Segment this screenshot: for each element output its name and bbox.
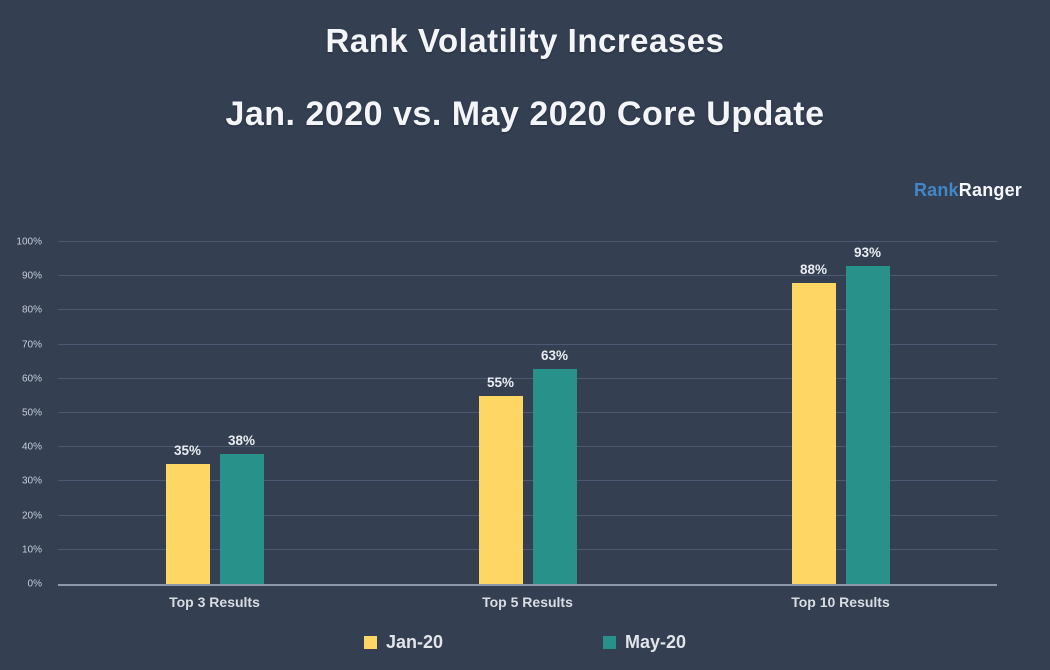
y-tick-label-10: 10% [21,544,42,556]
bar-jan-20-top-5-results: 55% [478,375,523,584]
y-axis: 0% 10% 20% 30% 40% 50% 60% 70% 80% 90% 100% [0,237,50,590]
rankranger-logo: RankRanger [914,180,1022,201]
bar-group-top-5-results: 55% 63% [371,242,684,584]
legend-label-may-20: May-20 [625,632,687,652]
gridline-80 [58,309,997,311]
y-tick-label-50: 50% [21,407,42,419]
data-label-jan-20-top-3-results: 35% [173,443,202,459]
data-label-may-20-top-10-results: 93% [853,244,882,260]
y-tick-label-20: 20% [21,510,42,522]
legend-swatch-may-20 [603,636,616,649]
data-label-jan-20-top-10-results: 88% [799,262,828,278]
y-tick-label-30: 30% [21,475,42,487]
x-axis-label-top-3-results: Top 3 Results [169,594,260,610]
y-tick-label-0: 0% [27,578,42,590]
bar-jan-20-top-10-results: 88% [791,262,836,584]
data-label-jan-20-top-5-results: 55% [486,374,515,390]
bar-jan-20-top-3-results: 35% [165,443,210,584]
chart-title-line-2: Jan. 2020 vs. May 2020 Core Update [225,95,825,133]
x-axis-label-top-10-results: Top 10 Results [791,594,890,610]
plot-area: 35% 38% 55% 63% 88% 93% [58,241,997,586]
bar-may-20-top-5-results: 63% [532,348,577,584]
x-axis-labels: Top 3 Results Top 5 Results Top 10 Results [58,594,997,610]
gridline-90 [58,275,997,277]
legend-swatch-jan-20 [363,636,377,649]
data-label-may-20-top-3-results: 38% [227,433,256,449]
gridline-50 [58,412,997,413]
legend-item-may-20: May-20 [603,632,686,653]
data-label-may-20-top-5-results: 63% [540,347,569,363]
gridline-30 [58,480,997,482]
x-axis-label-top-5-results: Top 5 Results [482,594,573,610]
legend-label-jan-20: Jan-20 [385,632,443,652]
bar-may-20-top-3-results: 38% [219,433,264,584]
logo-rank-text: Rank [913,180,959,200]
y-tick-label-100: 100% [16,236,42,248]
y-tick-label-70: 70% [21,339,42,351]
logo-ranger-text: Ranger [958,180,1022,200]
gridline-100 [58,241,997,242]
y-tick-label-90: 90% [21,270,42,282]
gridline-60 [58,377,997,379]
bar-may-20-top-10-results: 93% [845,245,890,584]
bar-group-top-10-results: 88% 93% [684,242,997,584]
gridline-70 [58,343,997,345]
y-tick-label-60: 60% [21,373,42,385]
chart-title-line-1: Rank Volatility Increases [325,22,725,59]
bar-group-top-3-results: 35% 38% [58,242,371,584]
y-tick-label-80: 80% [21,304,42,316]
legend: Jan-20 May-20 [0,632,1050,653]
gridline-10 [58,548,997,550]
gridline-20 [58,514,997,516]
legend-item-jan-20: Jan-20 [363,632,443,653]
y-tick-label-40: 40% [21,441,42,453]
gridline-40 [58,446,997,448]
